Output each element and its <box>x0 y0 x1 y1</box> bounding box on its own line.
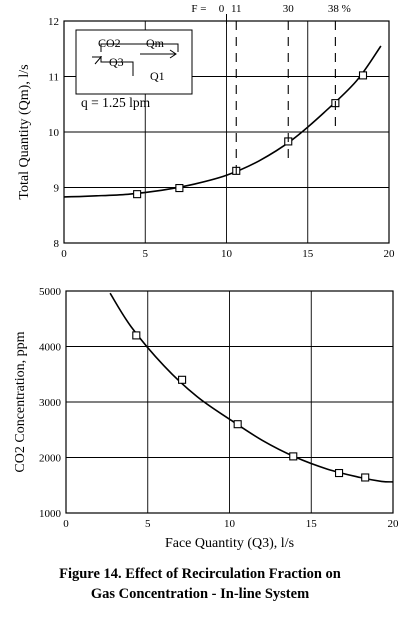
fraction-label: 30 <box>283 3 295 15</box>
data-point-square <box>178 375 187 384</box>
fraction-label: 0 <box>219 3 225 15</box>
bottom-fit-curve-group <box>109 292 394 483</box>
inset-schematic: CO2 Qm Q3 Q1 q = 1.25 lpm <box>75 29 193 110</box>
top-chart: 0 11 30 38 % 0 5 10 15 20 8 9 10 11 12 Total Quanti… <box>17 3 395 260</box>
figure-caption-line-2: Gas Concentration - In-line System <box>90 586 310 602</box>
x-tick-label: 15 <box>306 518 318 530</box>
fraction-label: 38 % <box>328 3 351 15</box>
recirculation-fraction-marks: 0 11 30 38 % <box>219 3 351 179</box>
bottom-x-axis-label: Face Quantity (Q3), l/s <box>165 536 294 551</box>
x-tick-label: 20 <box>388 518 400 530</box>
top-y-tick-labels: 8 9 10 11 12 <box>48 16 60 250</box>
bottom-y-axis-label: CO2 Concentration, ppm <box>13 331 28 472</box>
x-tick-label: 10 <box>224 518 236 530</box>
x-tick-label: 5 <box>143 248 149 260</box>
x-tick-label: 0 <box>63 518 69 530</box>
data-point-square <box>334 468 344 478</box>
x-tick-label: 20 <box>384 248 396 260</box>
bottom-y-tick-labels: 1000 2000 3000 4000 5000 <box>39 286 62 520</box>
y-tick-label: 9 <box>54 183 60 195</box>
inset-flow-note: q = 1.25 lpm <box>81 95 151 110</box>
inset-inlet-arrow <box>92 56 103 65</box>
y-tick-label: 2000 <box>39 453 62 465</box>
bottom-plot-frame <box>65 290 394 514</box>
bottom-grid <box>66 291 393 513</box>
y-tick-label: 12 <box>48 16 59 28</box>
inset-co2-label: CO2 <box>98 36 121 50</box>
top-x-tick-labels: 0 5 10 15 20 <box>61 248 395 260</box>
inset-q3-label: Q3 <box>109 55 124 69</box>
top-y-axis-label: Total Quantity (Qm), l/s <box>17 64 32 199</box>
fit-curve <box>109 292 394 483</box>
bottom-chart: 0 5 10 15 20 1000 2000 3000 4000 5000 CO2 Concen… <box>13 286 399 551</box>
y-tick-label: 4000 <box>39 342 62 354</box>
fraction-label: 11 <box>231 3 242 15</box>
x-tick-label: 10 <box>221 248 233 260</box>
inset-q1-label: Q1 <box>150 69 165 83</box>
y-tick-label: 3000 <box>39 397 62 409</box>
y-tick-label: 11 <box>48 72 59 84</box>
data-point-square <box>132 331 141 340</box>
inset-qm-arrow <box>169 49 177 59</box>
y-tick-label: 1000 <box>39 508 62 520</box>
inset-loop-path <box>100 43 179 52</box>
data-point-square <box>175 184 184 193</box>
data-point-square <box>361 473 370 482</box>
inset-branch-path <box>100 56 134 76</box>
y-tick-label: 5000 <box>39 286 62 298</box>
x-tick-label: 15 <box>302 248 314 260</box>
data-point-square <box>233 420 242 429</box>
bottom-x-tick-labels: 0 5 10 15 20 <box>63 518 399 530</box>
x-tick-label: 0 <box>61 248 67 260</box>
y-tick-label: 8 <box>54 238 60 250</box>
y-tick-label: 10 <box>48 127 60 139</box>
data-point-square <box>358 71 368 80</box>
bottom-data-points <box>132 331 370 482</box>
inset-qm-label: Qm <box>146 36 165 50</box>
inset-box <box>75 29 193 95</box>
data-point-square <box>133 190 142 199</box>
figure-caption-line-1: Figure 14. Effect of Recirculation Fract… <box>59 566 341 582</box>
fraction-prefix-label: F = <box>191 3 206 15</box>
data-point-square <box>289 452 298 461</box>
x-tick-label: 5 <box>145 518 151 530</box>
